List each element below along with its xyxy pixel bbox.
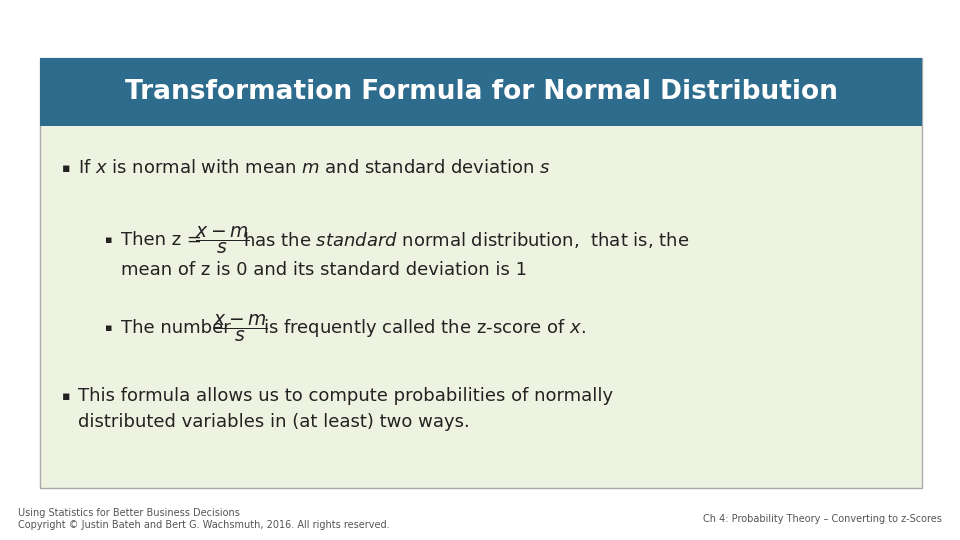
FancyBboxPatch shape: [40, 58, 922, 126]
Text: $\dfrac{x-m}{s}$: $\dfrac{x-m}{s}$: [195, 224, 250, 256]
Text: $\dfrac{x-m}{s}$: $\dfrac{x-m}{s}$: [213, 312, 268, 344]
Text: has the $\mathit{standard}$ normal distribution,  that is, the: has the $\mathit{standard}$ normal distr…: [243, 230, 689, 250]
Text: ▪: ▪: [62, 161, 70, 174]
Text: Using Statistics for Better Business Decisions: Using Statistics for Better Business Dec…: [18, 508, 240, 518]
FancyBboxPatch shape: [40, 58, 922, 488]
Text: The number: The number: [121, 319, 236, 337]
Text: Ch 4: Probability Theory – Converting to z-Scores: Ch 4: Probability Theory – Converting to…: [703, 514, 942, 524]
Text: Copyright © Justin Bateh and Bert G. Wachsmuth, 2016. All rights reserved.: Copyright © Justin Bateh and Bert G. Wac…: [18, 520, 390, 530]
Text: Transformation Formula for Normal Distribution: Transformation Formula for Normal Distri…: [125, 79, 837, 105]
Text: ▪: ▪: [105, 235, 112, 245]
Text: ▪: ▪: [105, 323, 112, 333]
Text: Then z =: Then z =: [121, 231, 207, 249]
Text: This formula allows us to compute probabilities of normally: This formula allows us to compute probab…: [78, 387, 613, 405]
Text: If $x$ is normal with mean $m$ and standard deviation $s$: If $x$ is normal with mean $m$ and stand…: [78, 159, 551, 177]
Text: distributed variables in (at least) two ways.: distributed variables in (at least) two …: [78, 413, 469, 431]
Text: is frequently called the z-score of $x$.: is frequently called the z-score of $x$.: [263, 317, 586, 339]
Text: mean of z is 0 and its standard deviation is 1: mean of z is 0 and its standard deviatio…: [121, 261, 527, 279]
Text: ▪: ▪: [62, 389, 70, 402]
